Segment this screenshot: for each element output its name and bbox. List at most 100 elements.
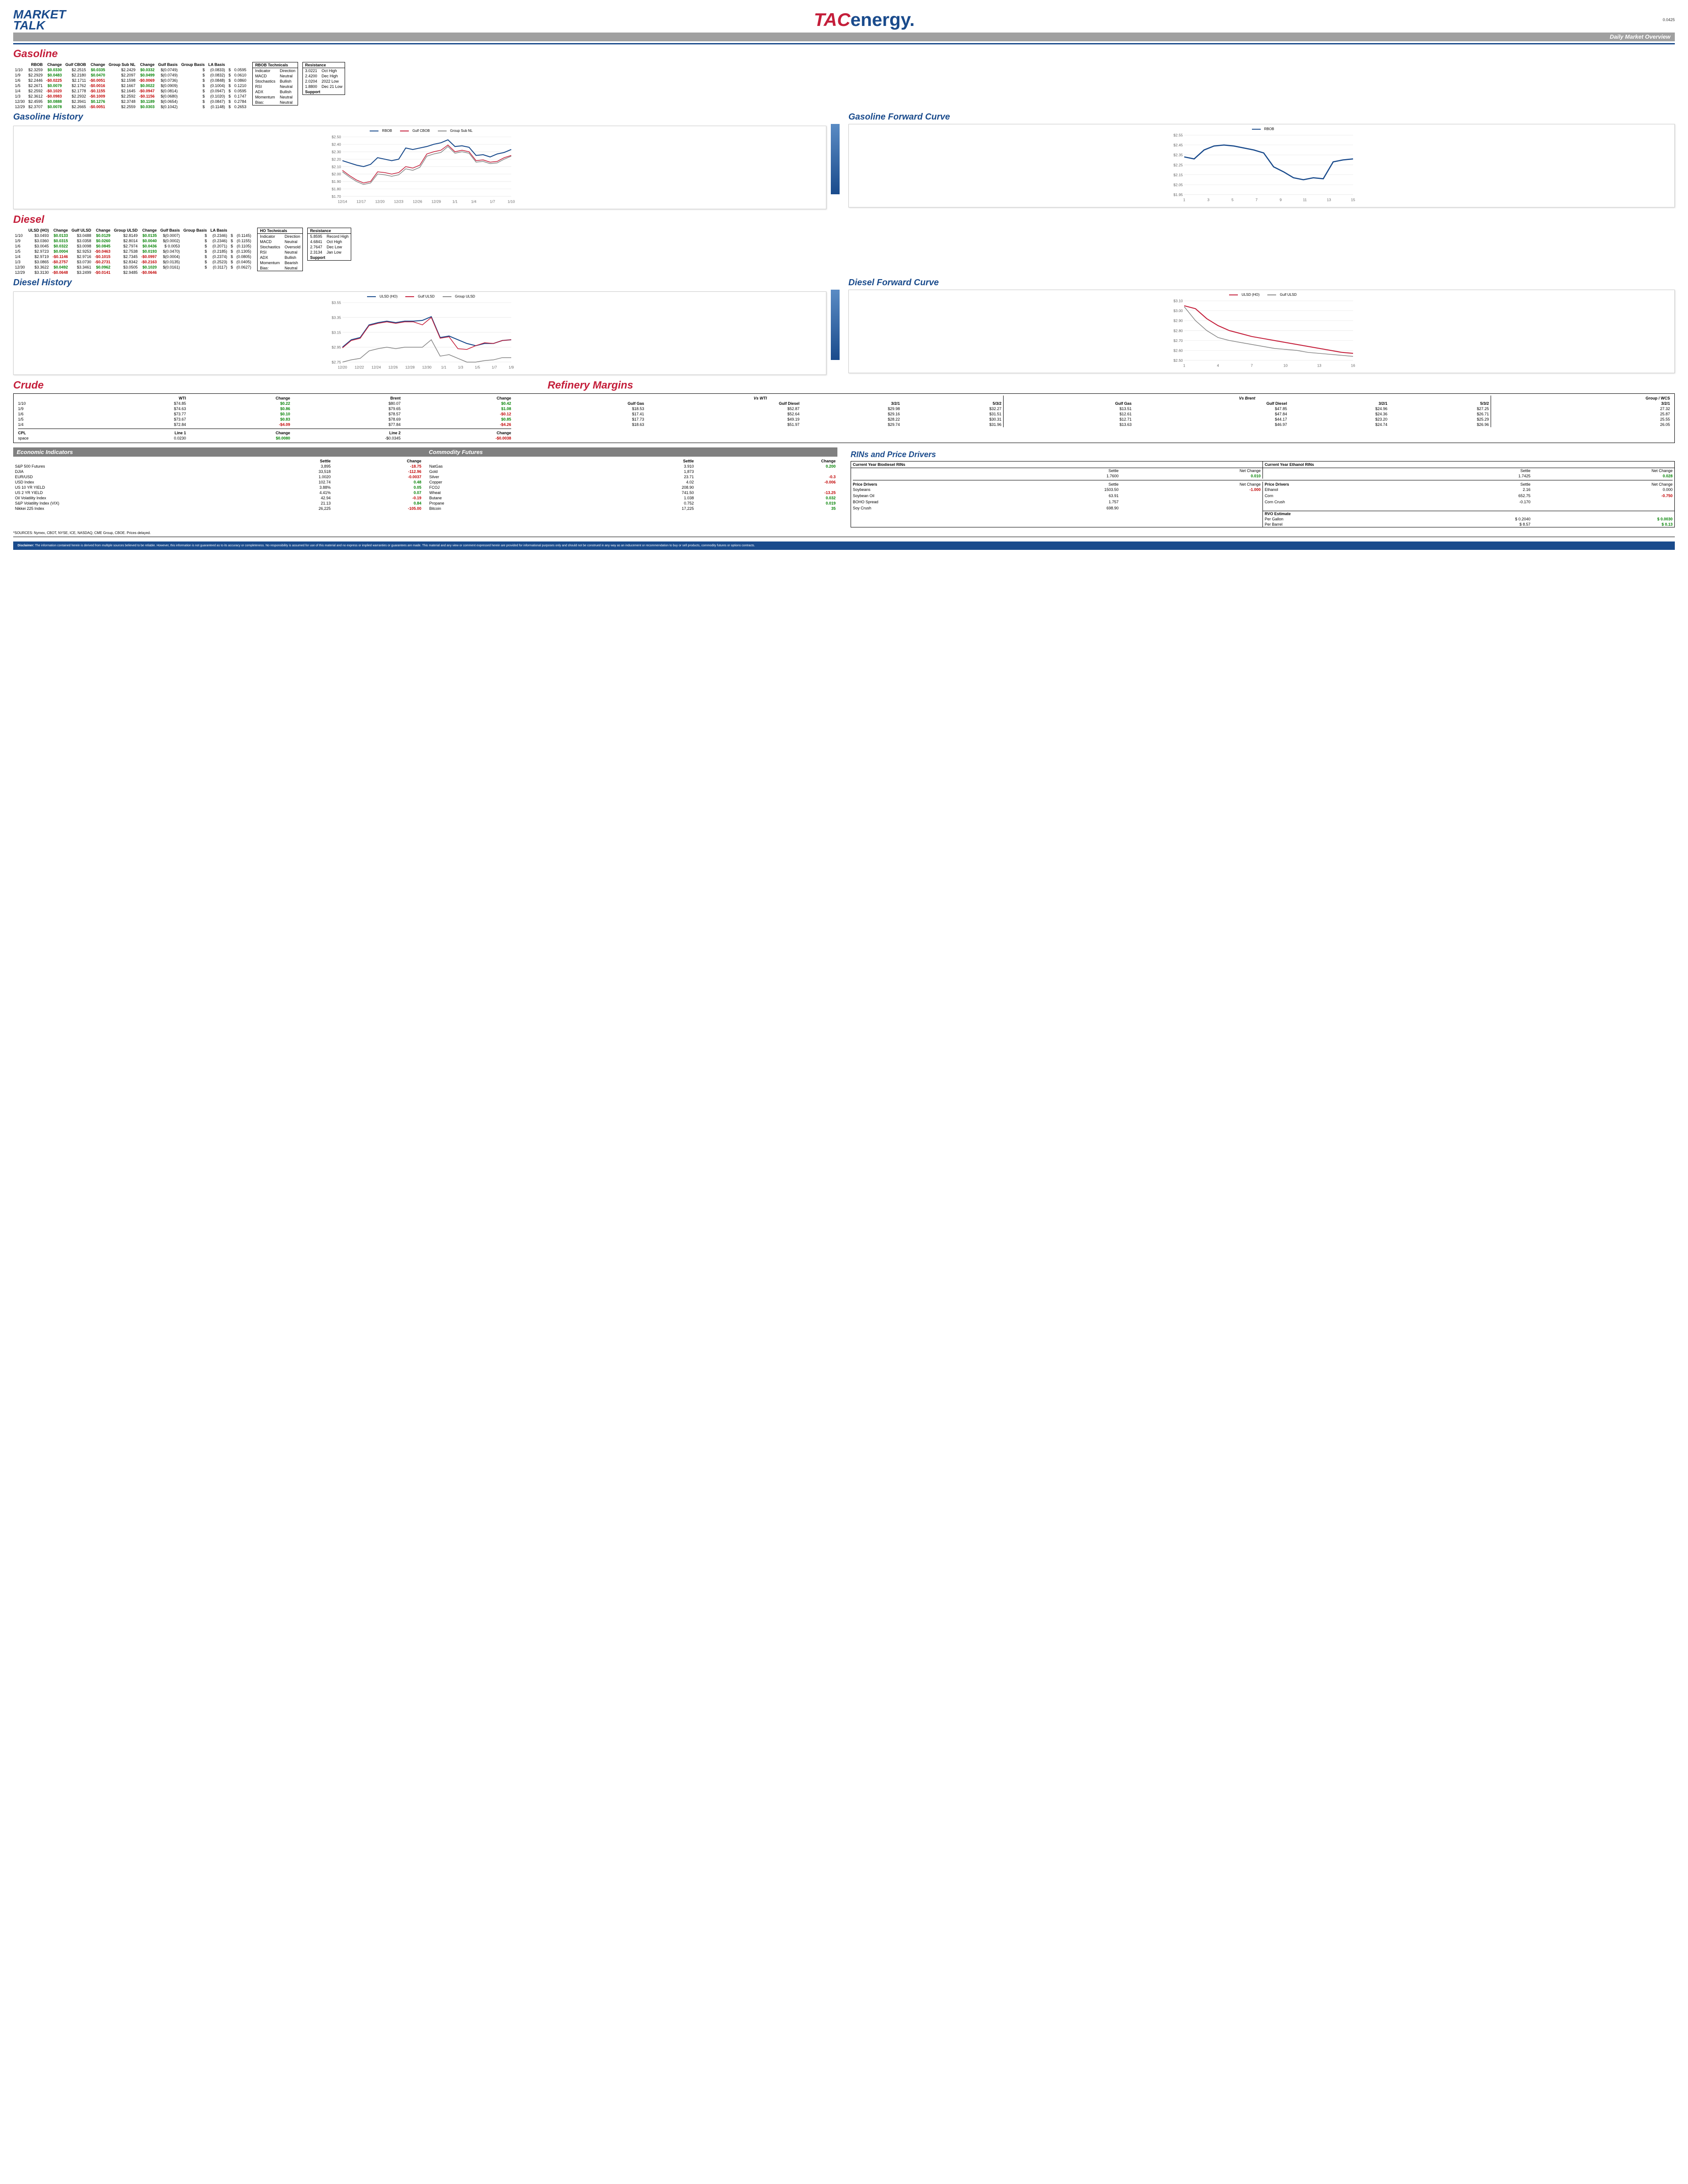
table-row: 3.0221Oct High: [302, 68, 345, 74]
svg-text:$2.00: $2.00: [331, 172, 341, 177]
legend-item: Group Sub NL: [435, 129, 473, 133]
rbob-resistance: Resistance 3.0221Oct High2.4200Dec High2…: [302, 62, 345, 95]
gasoline-row: RBOBChangeGulf CBOBChangeGroup Sub NLCha…: [13, 62, 1675, 109]
svg-text:$2.50: $2.50: [331, 135, 341, 139]
gas-forward-title: Gasoline Forward Curve: [848, 112, 1675, 122]
svg-text:$2.30: $2.30: [331, 150, 341, 154]
svg-text:$3.35: $3.35: [331, 316, 341, 320]
gasoline-title: Gasoline: [13, 48, 1675, 60]
table-row: MACDNeutral: [258, 239, 303, 244]
table-row: MACDNeutral: [253, 73, 298, 79]
ho-resistance: Resistance 5.8595Record High4.6841Oct Hi…: [307, 228, 351, 261]
commodity-table: SettleChange NatGas3.9100.200Gold1,873Si…: [428, 458, 838, 511]
sup-title: Support: [302, 89, 345, 95]
table-row: 2.3134Jan Low: [308, 250, 351, 255]
svg-text:$2.55: $2.55: [1173, 133, 1183, 138]
table-row: StochasticsOversold: [258, 244, 303, 250]
svg-text:1/7: 1/7: [490, 200, 495, 204]
col-header: Gulf Basis: [159, 228, 182, 233]
svg-text:$2.15: $2.15: [1173, 173, 1183, 177]
svg-text:1/1: 1/1: [452, 200, 458, 204]
svg-text:1/1: 1/1: [441, 365, 446, 370]
svg-text:1/9: 1/9: [509, 365, 514, 370]
table-row: RSINeutral: [258, 250, 303, 255]
svg-text:12/26: 12/26: [413, 200, 422, 204]
table-row: BOHO Spread1.757Corn Crush-0.170: [851, 499, 1675, 505]
blue-accent-icon: [831, 124, 840, 194]
table-row: $18.53$52.87$29.98$32.27$13.51$47.85$24.…: [517, 406, 1672, 411]
table-row: Soy Crush698.90: [851, 505, 1675, 511]
svg-text:12/28: 12/28: [405, 365, 415, 370]
table-row: Per Barrel$ 8.57$ 0.13: [851, 522, 1675, 527]
svg-text:$2.20: $2.20: [331, 157, 341, 162]
svg-text:12/22: 12/22: [355, 365, 364, 370]
svg-text:$2.60: $2.60: [1173, 349, 1183, 353]
table-row: Copper4.02-0.006: [428, 480, 838, 485]
col-header: ULSD (HO): [27, 228, 51, 233]
svg-text:$1.80: $1.80: [331, 187, 341, 191]
rins-table: Current Year Biodiesel RINs Current Year…: [851, 461, 1675, 527]
table-row: EUR/USD1.0020-0.0037: [13, 474, 423, 480]
sources-note: *SOURCES: Nymex, CBOT, NYSE, ICE, NASDAQ…: [13, 531, 1675, 535]
crude-refinery-box: WTIChangeBrentChange 1/10$74.85$0.22$80.…: [13, 393, 1675, 443]
svg-text:12/14: 12/14: [338, 200, 347, 204]
col-header: Change: [88, 62, 107, 67]
col-header: Change: [51, 228, 70, 233]
col-header: [13, 62, 27, 67]
col-header: Change: [137, 62, 156, 67]
diesel-forward-title: Diesel Forward Curve: [848, 278, 1675, 288]
refinery-table: Vs WTI Vs Brent Group / WCS Gulf GasGulf…: [517, 396, 1672, 427]
table-row: $17.73$49.19$28.22$30.31$12.71$44.17$23.…: [517, 417, 1672, 422]
gas-history-title: Gasoline History: [13, 112, 840, 122]
ho-technicals: HO Technicals IndicatorDirection MACDNeu…: [257, 228, 303, 271]
col-header: [13, 228, 27, 233]
table-row: 12/30$3.3622$0.0492$3.3461$0.0962$3.0505…: [13, 265, 253, 270]
table-row: S&P 500 Futures3,895-18.75: [13, 464, 423, 469]
table-row: 2.02042022 Low: [302, 79, 345, 84]
svg-text:3: 3: [1207, 198, 1209, 202]
col-header: Change: [44, 62, 64, 67]
table-row: $17.41$52.64$29.16$31.51$12.61$47.84$24.…: [517, 411, 1672, 417]
svg-text:$2.40: $2.40: [331, 142, 341, 147]
svg-text:1/10: 1/10: [508, 200, 515, 204]
disclaimer-label: Disclaimer:: [18, 544, 34, 547]
col-header: Gulf Basis: [156, 62, 180, 67]
table-row: 1/4$2.2592-$0.1020$2.1778-$0.1155$2.1645…: [13, 88, 248, 94]
table-row: Bias:Neutral: [258, 265, 303, 271]
svg-text:$3.00: $3.00: [1173, 309, 1183, 313]
table-row: RSINeutral: [253, 84, 298, 89]
svg-text:12/24: 12/24: [371, 365, 381, 370]
col-header: RBOB: [27, 62, 45, 67]
legend-item: RBOB: [1249, 127, 1274, 131]
svg-text:13: 13: [1317, 363, 1321, 368]
table-row: 1/3$2.3612-$0.0983$2.2932-$0.1009$2.2592…: [13, 94, 248, 99]
table-row: 12/29$3.3130-$0.0648$3.2499-$0.0141$2.94…: [13, 270, 253, 275]
svg-text:$3.10: $3.10: [1173, 299, 1183, 303]
svg-text:7: 7: [1251, 363, 1253, 368]
table-row: 1/5$73.67$0.83$78.69$0.85: [16, 417, 513, 422]
table-row: 4.6841Oct High: [308, 239, 351, 244]
svg-text:$3.15: $3.15: [331, 331, 341, 335]
svg-text:$2.80: $2.80: [1173, 329, 1183, 333]
table-row: Soybean Oil63.91Corn652.75-0.750: [851, 493, 1675, 498]
col-header: Gulf CBOB: [64, 62, 88, 67]
bio-title: Current Year Biodiesel RINs: [851, 462, 1263, 468]
table-row: 12/30$2.4595$0.0888$2.3941$0.1276$2.3748…: [13, 99, 248, 104]
table-row: DJIA33,518-112.96: [13, 469, 423, 474]
table-row: 1/5$2.2671$0.0079$2.1762-$0.0016$2.1667$…: [13, 83, 248, 88]
svg-text:13: 13: [1327, 198, 1331, 202]
svg-text:$3.55: $3.55: [331, 301, 341, 305]
table-row: 2.4200Dec High: [302, 73, 345, 79]
svg-text:1: 1: [1183, 363, 1186, 368]
svg-text:$2.45: $2.45: [1173, 143, 1183, 147]
table-row: 1/3$3.0865-$0.2757$3.0730-$0.2731$2.8342…: [13, 259, 253, 265]
blue-rule: [13, 43, 1675, 44]
table-row: Gold1,873: [428, 469, 838, 474]
table-row: 5.8595Record High: [308, 234, 351, 240]
legend-item: Gulf CBOB: [397, 129, 430, 133]
table-row: Nikkei 225 Index26,225-105.00: [13, 506, 423, 511]
diesel-title: Diesel: [13, 214, 1675, 226]
table-row: MomentumBearish: [258, 260, 303, 265]
table-row: 1/6$3.0045$0.0322$3.0098$0.0845$2.7974$0…: [13, 243, 253, 249]
diesel-table: ULSD (HO)ChangeGulf ULSDChangeGroup ULSD…: [13, 228, 253, 275]
